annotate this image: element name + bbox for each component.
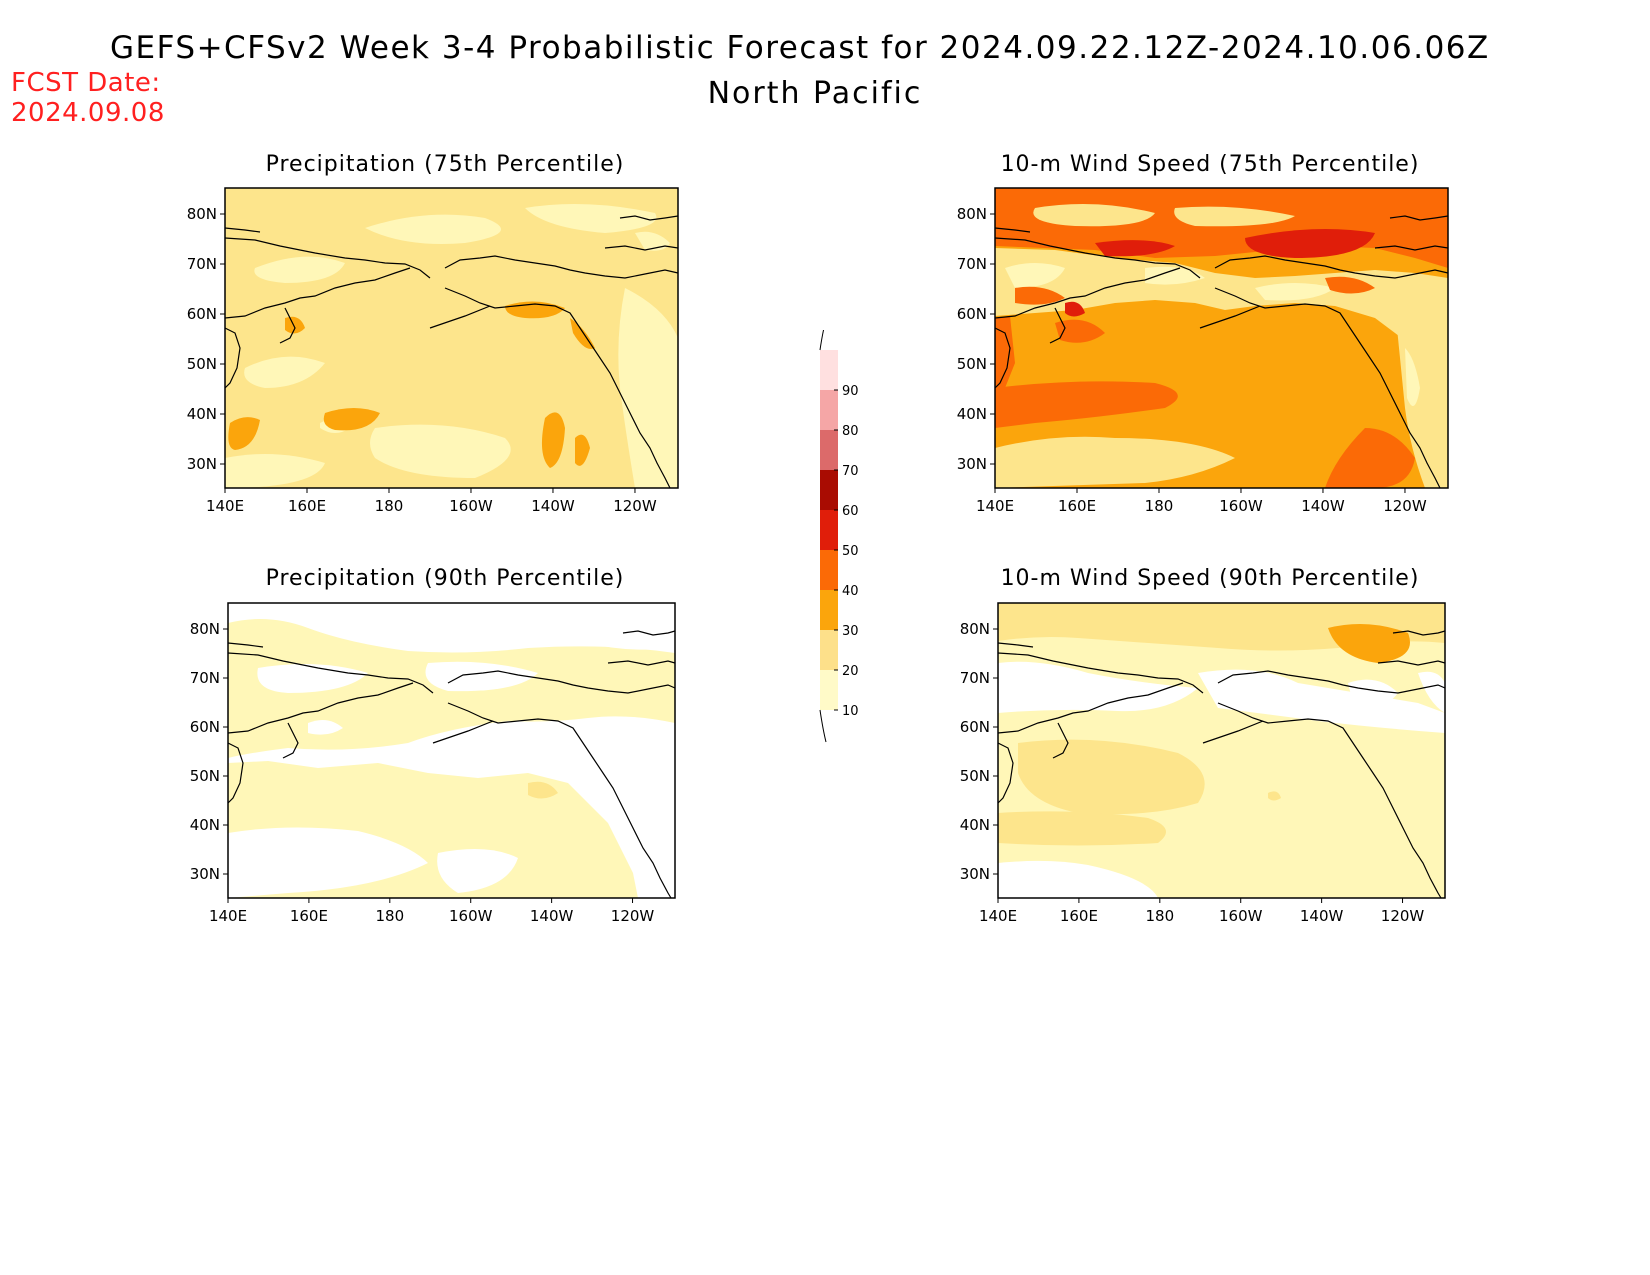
colorbar-swatch	[820, 550, 838, 590]
coastline-precip90	[227, 630, 676, 899]
ticks-wind90: 140E 160E 180 160W 140W 120W 80N 70N 60N 50N 40N 30…	[960, 620, 1425, 925]
panel-title-wind90: 10-m Wind Speed (90th Percentile)	[1000, 566, 1420, 591]
lat-tick-label: 30N	[190, 865, 220, 883]
lat-tick-label: 40N	[187, 405, 217, 423]
lon-tick-label: 160E	[288, 497, 326, 515]
colorbar-label: 60	[842, 504, 859, 519]
colorbar-swatch	[820, 470, 838, 510]
lat-tick-label: 70N	[957, 255, 987, 273]
lat-tick-label: 80N	[957, 205, 987, 223]
lat-tick-label: 50N	[190, 767, 220, 785]
lon-tick-label: 180	[375, 497, 404, 515]
lat-tick-label: 70N	[187, 255, 217, 273]
lon-tick-label: 140E	[976, 497, 1014, 515]
colorbar-label: 30	[842, 624, 859, 639]
panel-title-precip75: Precipitation (75th Percentile)	[265, 152, 625, 177]
lon-tick-label: 140E	[206, 497, 244, 515]
fcst-date-label: FCST Date:	[11, 68, 161, 98]
map-frame-wind90	[997, 602, 1446, 899]
lat-tick-label: 80N	[187, 205, 217, 223]
lat-tick-label: 40N	[190, 816, 220, 834]
lon-tick-label: 160W	[449, 497, 493, 515]
map-frame-wind75	[994, 187, 1449, 489]
lon-tick-label: 120W	[1383, 497, 1427, 515]
lon-tick-label: 160E	[290, 907, 328, 925]
coastline-precip75	[224, 215, 679, 489]
lon-tick-label: 120W	[613, 497, 657, 515]
lon-tick-label: 160E	[1060, 907, 1098, 925]
lat-tick-label: 60N	[957, 305, 987, 323]
lon-tick-label: 180	[1145, 497, 1174, 515]
lat-tick-label: 70N	[190, 669, 220, 687]
colorbar-bottom-cap	[819, 709, 827, 743]
lat-tick-label: 60N	[960, 718, 990, 736]
lon-tick-label: 140W	[1301, 497, 1345, 515]
lon-tick-label: 160W	[1219, 497, 1263, 515]
colorbar-swatch	[820, 350, 838, 390]
panel-title-wind75: 10-m Wind Speed (75th Percentile)	[1000, 152, 1420, 177]
lon-tick-label: 140W	[531, 497, 575, 515]
map-precip90: 140E 160E 180 160W 140W 120W 80N 70N 60N 50N 40N 30…	[190, 602, 676, 925]
colorbar-label: 90	[842, 384, 859, 399]
colorbar-label: 20	[842, 664, 859, 679]
colorbar-swatch	[820, 630, 838, 670]
lat-tick-label: 60N	[187, 305, 217, 323]
lon-tick-label: 120W	[611, 907, 655, 925]
lon-tick-label: 180	[375, 907, 404, 925]
lat-tick-label: 40N	[957, 405, 987, 423]
lat-tick-label: 70N	[960, 669, 990, 687]
lon-tick-label: 140E	[209, 907, 247, 925]
lon-tick-label: 140W	[530, 907, 574, 925]
lat-tick-label: 60N	[190, 718, 220, 736]
map-fill-precip90	[228, 603, 675, 898]
lat-tick-label: 40N	[960, 816, 990, 834]
map-frame-precip75	[224, 187, 679, 489]
lon-tick-label: 160W	[1219, 907, 1263, 925]
lon-tick-label: 160E	[1058, 497, 1096, 515]
main-title: GEFS+CFSv2 Week 3-4 Probabilistic Foreca…	[110, 30, 1490, 66]
coastline-wind75	[994, 215, 1449, 489]
colorbar-label: 70	[842, 464, 859, 479]
lon-tick-label: 120W	[1381, 907, 1425, 925]
lat-tick-label: 30N	[187, 455, 217, 473]
colorbar-swatch	[820, 390, 838, 430]
lat-tick-label: 80N	[190, 620, 220, 638]
lat-tick-label: 50N	[187, 355, 217, 373]
colorbar-label: 40	[842, 584, 859, 599]
map-fill-precip75	[225, 188, 678, 488]
colorbar-swatch	[820, 670, 838, 710]
forecast-date-block: FCST Date: 2024.09.08	[11, 68, 165, 128]
lat-tick-label: 30N	[960, 865, 990, 883]
coastline-wind90	[997, 630, 1446, 899]
map-precip75: 140E 160E 180 160W 140W 120W 80N 70N 60N 50N 40N 30…	[187, 187, 679, 515]
lat-tick-label: 30N	[957, 455, 987, 473]
panel-title-precip90: Precipitation (90th Percentile)	[265, 566, 625, 591]
map-fill-wind90	[998, 603, 1445, 898]
colorbar-label: 80	[842, 424, 859, 439]
ticks-precip75: 140E 160E 180 160W 140W 120W 80N 70N 60N 50N 40N 30…	[187, 205, 657, 515]
colorbar-levels: 10 20 30 40 50 60 70 80 90	[819, 330, 859, 743]
colorbar-swatch	[820, 430, 838, 470]
map-wind75: 140E 160E 180 160W 140W 120W 80N 70N 60N 50N 40N 30…	[957, 187, 1449, 515]
lat-tick-label: 80N	[960, 620, 990, 638]
lat-tick-label: 50N	[960, 767, 990, 785]
map-frame-precip90	[227, 602, 676, 899]
colorbar-label: 10	[842, 704, 859, 719]
colorbar-top-cap	[819, 330, 825, 351]
lat-tick-label: 50N	[957, 355, 987, 373]
lon-tick-label: 140W	[1300, 907, 1344, 925]
region-subtitle: North Pacific	[707, 76, 923, 111]
map-wind90: 140E 160E 180 160W 140W 120W 80N 70N 60N 50N 40N 30…	[960, 602, 1446, 925]
ticks-precip90: 140E 160E 180 160W 140W 120W 80N 70N 60N 50N 40N 30…	[190, 620, 655, 925]
colorbar-label: 50	[842, 544, 859, 559]
lon-tick-label: 180	[1145, 907, 1174, 925]
lon-tick-label: 160W	[449, 907, 493, 925]
ticks-wind75: 140E 160E 180 160W 140W 120W 80N 70N 60N 50N 40N 30…	[957, 205, 1427, 515]
lon-tick-label: 140E	[979, 907, 1017, 925]
fcst-date-value: 2024.09.08	[11, 98, 165, 128]
map-fill-wind75	[995, 188, 1448, 488]
colorbar: 10 20 30 40 50 60 70 80 90	[819, 330, 859, 743]
colorbar-swatch	[820, 510, 838, 550]
colorbar-swatch	[820, 590, 838, 630]
